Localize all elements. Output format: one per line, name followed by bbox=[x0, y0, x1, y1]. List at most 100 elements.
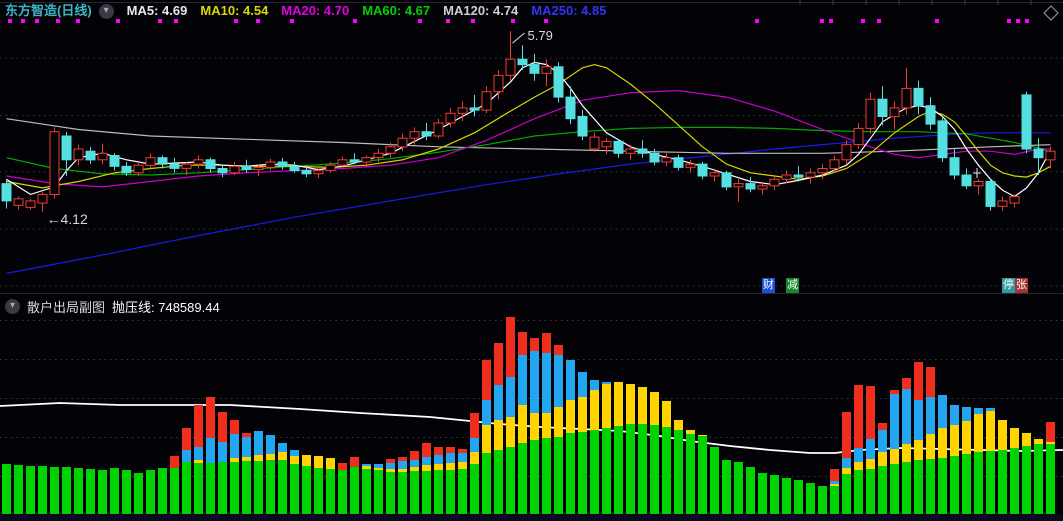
bar-segment[interactable] bbox=[170, 456, 179, 468]
candle[interactable] bbox=[481, 91, 492, 111]
bar-segment[interactable] bbox=[854, 385, 863, 448]
bar-segment[interactable] bbox=[722, 460, 731, 514]
bar-segment[interactable] bbox=[470, 438, 479, 452]
bar-segment[interactable] bbox=[2, 464, 11, 514]
candle[interactable] bbox=[769, 178, 780, 187]
bar-segment[interactable] bbox=[578, 372, 587, 397]
candle[interactable] bbox=[157, 157, 168, 165]
bar-segment[interactable] bbox=[914, 400, 923, 440]
bar-segment[interactable] bbox=[998, 420, 1007, 450]
bar-segment[interactable] bbox=[602, 384, 611, 428]
bar-segment[interactable] bbox=[674, 420, 683, 430]
bar-segment[interactable] bbox=[578, 432, 587, 514]
bar-segment[interactable] bbox=[662, 401, 671, 427]
bar-segment[interactable] bbox=[998, 450, 1007, 514]
candle[interactable] bbox=[613, 140, 624, 154]
bar-segment[interactable] bbox=[458, 449, 467, 453]
bar-segment[interactable] bbox=[986, 408, 995, 411]
bar-segment[interactable] bbox=[914, 440, 923, 460]
bar-segment[interactable] bbox=[602, 428, 611, 514]
bar-segment[interactable] bbox=[866, 439, 875, 459]
bar-segment[interactable] bbox=[266, 454, 275, 460]
candle[interactable] bbox=[313, 170, 324, 175]
candle[interactable] bbox=[397, 137, 408, 148]
bar-segment[interactable] bbox=[386, 459, 395, 463]
bar-segment[interactable] bbox=[254, 455, 263, 461]
bar-segment[interactable] bbox=[362, 464, 371, 466]
bar-segment[interactable] bbox=[530, 413, 539, 440]
bar-segment[interactable] bbox=[338, 463, 347, 470]
bar-segment[interactable] bbox=[242, 437, 251, 457]
candle[interactable] bbox=[433, 122, 444, 137]
bar-segment[interactable] bbox=[494, 385, 503, 420]
bar-segment[interactable] bbox=[698, 436, 707, 514]
flag-badge[interactable]: 财 bbox=[762, 278, 775, 293]
bar-segment[interactable] bbox=[518, 332, 527, 355]
bar-segment[interactable] bbox=[446, 463, 455, 470]
bar-segment[interactable] bbox=[1034, 444, 1043, 514]
bar-segment[interactable] bbox=[38, 466, 47, 514]
bar-segment[interactable] bbox=[206, 438, 215, 463]
candle[interactable] bbox=[529, 64, 540, 74]
candle[interactable] bbox=[517, 58, 528, 66]
bar-segment[interactable] bbox=[890, 449, 899, 464]
candle[interactable] bbox=[733, 183, 744, 188]
flag-badge[interactable]: 张 bbox=[1015, 278, 1028, 293]
bar-segment[interactable] bbox=[422, 457, 431, 465]
candle[interactable] bbox=[421, 131, 432, 137]
flag-badge[interactable]: 停 bbox=[1002, 278, 1015, 293]
candle[interactable] bbox=[1009, 196, 1020, 204]
candle[interactable] bbox=[337, 159, 348, 166]
bar-segment[interactable] bbox=[302, 466, 311, 514]
bar-segment[interactable] bbox=[842, 474, 851, 514]
candle[interactable] bbox=[877, 98, 888, 117]
bar-segment[interactable] bbox=[386, 463, 395, 469]
bar-segment[interactable] bbox=[1046, 442, 1055, 444]
bar-segment[interactable] bbox=[458, 469, 467, 514]
bar-segment[interactable] bbox=[518, 405, 527, 443]
bar-segment[interactable] bbox=[206, 463, 215, 514]
bar-segment[interactable] bbox=[842, 458, 851, 468]
candle[interactable] bbox=[289, 165, 300, 172]
bar-segment[interactable] bbox=[410, 471, 419, 514]
bar-segment[interactable] bbox=[494, 450, 503, 514]
bar-segment[interactable] bbox=[614, 382, 623, 426]
candle[interactable] bbox=[73, 148, 84, 161]
bar-segment[interactable] bbox=[494, 420, 503, 450]
chevron-down-icon[interactable]: ▾ bbox=[5, 298, 20, 314]
candle[interactable] bbox=[865, 98, 876, 129]
candle[interactable] bbox=[169, 163, 180, 169]
candle[interactable] bbox=[781, 174, 792, 180]
bar-segment[interactable] bbox=[434, 455, 443, 464]
candle[interactable] bbox=[61, 135, 72, 161]
bar-segment[interactable] bbox=[950, 405, 959, 425]
bar-segment[interactable] bbox=[218, 462, 227, 514]
bar-segment[interactable] bbox=[278, 443, 287, 452]
candle[interactable] bbox=[109, 155, 120, 167]
candle[interactable] bbox=[385, 146, 396, 154]
bar-segment[interactable] bbox=[770, 475, 779, 514]
bar-segment[interactable] bbox=[146, 470, 155, 514]
candle[interactable] bbox=[889, 107, 900, 118]
bar-segment[interactable] bbox=[650, 425, 659, 514]
bar-segment[interactable] bbox=[878, 423, 887, 430]
candle[interactable] bbox=[697, 163, 708, 177]
bar-segment[interactable] bbox=[398, 461, 407, 469]
bar-segment[interactable] bbox=[842, 412, 851, 458]
candle[interactable] bbox=[193, 159, 204, 165]
bar-segment[interactable] bbox=[638, 387, 647, 424]
bar-segment[interactable] bbox=[878, 466, 887, 514]
bar-segment[interactable] bbox=[566, 433, 575, 514]
bar-segment[interactable] bbox=[290, 456, 299, 464]
bar-segment[interactable] bbox=[314, 468, 323, 514]
candle[interactable] bbox=[973, 181, 984, 187]
candle[interactable] bbox=[97, 152, 108, 161]
bar-segment[interactable] bbox=[986, 451, 995, 514]
bar-segment[interactable] bbox=[854, 448, 863, 462]
bar-segment[interactable] bbox=[506, 377, 515, 417]
bar-segment[interactable] bbox=[386, 469, 395, 472]
bar-segment[interactable] bbox=[386, 472, 395, 514]
bar-segment[interactable] bbox=[482, 453, 491, 514]
bar-segment[interactable] bbox=[266, 435, 275, 454]
